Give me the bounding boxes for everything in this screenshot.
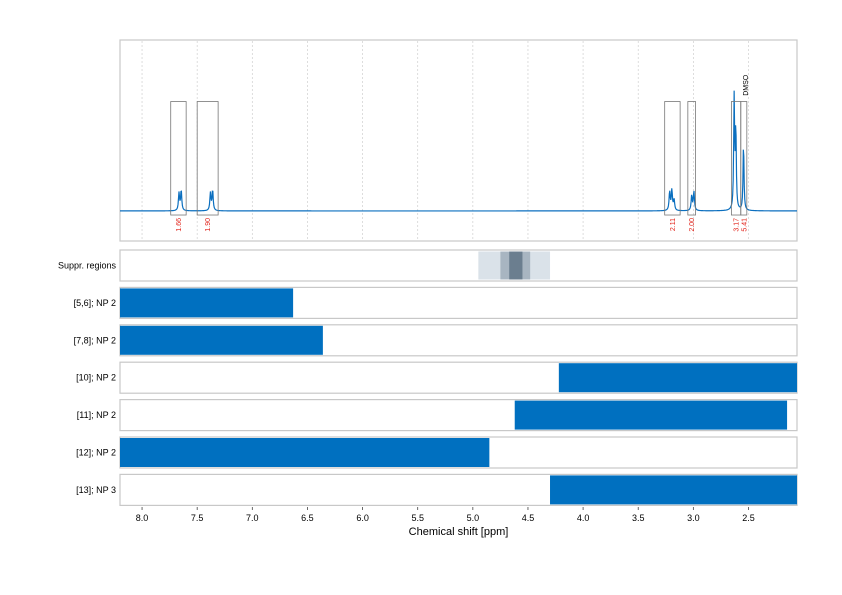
x-axis-title: Chemical shift [ppm] [409, 526, 509, 538]
region-bars [120, 288, 797, 505]
x-tick-label: 8.0 [136, 513, 149, 523]
region-bar [120, 288, 294, 318]
integral-box [196, 101, 219, 216]
x-tick-label: 5.5 [411, 513, 424, 523]
annotation-label: DMSO [743, 74, 750, 96]
row-label: [11]; NP 2 [77, 410, 116, 420]
region-bar [558, 363, 797, 393]
row-label: [13]; NP 3 [76, 485, 116, 495]
integral-box [740, 101, 748, 216]
row-label: [7,8]; NP 2 [74, 335, 116, 345]
integral-box [687, 101, 696, 216]
spectrum [120, 90, 797, 212]
region-bar [514, 400, 788, 430]
spectrum-panel [119, 39, 798, 242]
x-tick-label: 4.5 [522, 513, 535, 523]
row-labels: Suppr. regions [5,6]; NP 2 [7,8]; NP 2 [10]… [58, 261, 117, 495]
integral-boxes: 1.66 1.90 2.11 2.00 3.17 5.41 DMSO [170, 74, 750, 232]
suppressed-band [509, 251, 523, 280]
row-label: [5,6]; NP 2 [74, 298, 116, 308]
integral-label: 3.17 [734, 218, 741, 232]
integral-label: 1.66 [176, 218, 183, 232]
suppressed-bands [478, 251, 551, 280]
region-bar [120, 325, 323, 355]
x-tick-label: 5.0 [467, 513, 480, 523]
x-tick-label: 7.5 [191, 513, 204, 523]
row-label: [12]; NP 2 [76, 448, 116, 458]
x-tick-label: 6.5 [301, 513, 314, 523]
integral-label: 5.41 [741, 218, 748, 232]
x-tick-label: 2.5 [742, 513, 755, 523]
x-tick-label: 3.5 [632, 513, 645, 523]
integral-label: 2.00 [689, 218, 696, 232]
x-tick-label: 4.0 [577, 513, 590, 523]
x-tick-label: 6.0 [356, 513, 369, 523]
spectrum-line [120, 90, 797, 212]
suppressed-row-panel [119, 249, 798, 282]
row-label: Suppr. regions [58, 261, 117, 271]
x-axis: Chemical shift [ppm] 8.0 7.5 7.0 6.5 6.0 5.5 5… [136, 507, 755, 538]
region-bar [550, 475, 797, 505]
x-tick-label: 3.0 [687, 513, 700, 523]
integral-label: 2.11 [670, 218, 677, 231]
x-tick-label: 7.0 [246, 513, 259, 523]
integral-box [664, 101, 681, 216]
grid-lines [141, 41, 749, 240]
integral-label: 1.90 [205, 218, 212, 232]
region-bar [120, 438, 490, 467]
integral-box [170, 101, 187, 216]
row-label: [10]; NP 2 [76, 373, 116, 383]
